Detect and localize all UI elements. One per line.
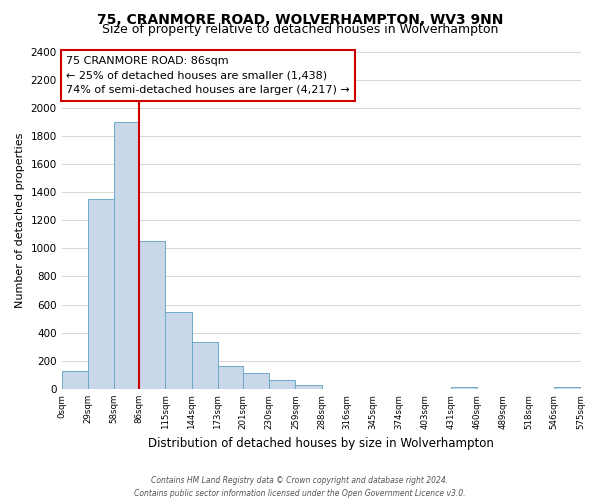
Bar	[218, 366, 243, 389]
Bar	[62, 372, 88, 389]
Y-axis label: Number of detached properties: Number of detached properties	[15, 132, 25, 308]
Text: Contains HM Land Registry data © Crown copyright and database right 2024.
Contai: Contains HM Land Registry data © Crown c…	[134, 476, 466, 498]
Bar	[451, 387, 477, 389]
Bar	[243, 374, 269, 389]
Text: Size of property relative to detached houses in Wolverhampton: Size of property relative to detached ho…	[102, 22, 498, 36]
Bar	[88, 199, 114, 389]
Bar	[114, 122, 139, 389]
Bar	[269, 380, 295, 389]
Bar	[139, 242, 166, 389]
Bar	[554, 387, 581, 389]
Text: 75 CRANMORE ROAD: 86sqm
← 25% of detached houses are smaller (1,438)
74% of semi: 75 CRANMORE ROAD: 86sqm ← 25% of detache…	[66, 56, 350, 96]
Bar	[295, 384, 322, 389]
Bar	[166, 312, 191, 389]
Bar	[191, 342, 218, 389]
Text: 75, CRANMORE ROAD, WOLVERHAMPTON, WV3 9NN: 75, CRANMORE ROAD, WOLVERHAMPTON, WV3 9N…	[97, 12, 503, 26]
X-axis label: Distribution of detached houses by size in Wolverhampton: Distribution of detached houses by size …	[148, 437, 494, 450]
